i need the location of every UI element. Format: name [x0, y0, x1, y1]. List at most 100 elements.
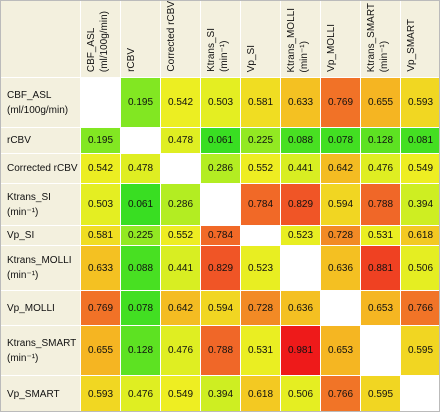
- value-cell: 0.581: [81, 226, 121, 246]
- value-cell: 0.788: [201, 326, 241, 376]
- column-header: Vp_MOLLI: [321, 1, 361, 78]
- column-header-line: Vp_MOLLI: [326, 24, 337, 72]
- column-header-line: Vp_SMART: [406, 19, 417, 72]
- column-header-text: Vp_MOLLI: [325, 24, 338, 72]
- value-cell: 0.078: [121, 291, 161, 326]
- row-header-line: Vp_SI: [7, 230, 35, 241]
- empty-cell: [401, 376, 439, 411]
- value-cell: 0.478: [161, 128, 201, 154]
- column-header-line: Ktrans_MOLLI: [286, 7, 297, 72]
- value-cell: 0.655: [361, 78, 401, 128]
- row-header-line: Ktrans_SMART: [7, 337, 77, 349]
- corner-cell: [1, 1, 81, 78]
- column-header-text: Ktrans_SI (min⁻¹): [205, 28, 231, 72]
- column-header: CBF_ASL (ml/100g/min): [81, 1, 121, 78]
- row-header: Corrected rCBV: [1, 154, 81, 184]
- column-header-line: rCBV: [126, 48, 137, 72]
- value-cell: 0.769: [81, 291, 121, 326]
- value-cell: 0.594: [201, 291, 241, 326]
- row-header-line: (min⁻¹): [7, 352, 39, 364]
- value-cell: 0.594: [321, 184, 361, 226]
- column-header-text: Ktrans_MOLLI (min⁻¹): [285, 8, 311, 72]
- row-header: Ktrans_SI (min⁻¹): [1, 184, 81, 226]
- column-header-text: Corrected rCBV: [165, 1, 178, 72]
- value-cell: 0.655: [81, 326, 121, 376]
- row-header-line: CBF_ASL: [7, 89, 52, 101]
- value-cell: 0.531: [241, 326, 281, 376]
- value-cell: 0.552: [241, 154, 281, 184]
- value-cell: 0.394: [401, 184, 439, 226]
- row-header: CBF_ASL (ml/100g/min): [1, 78, 81, 128]
- value-cell: 0.225: [121, 226, 161, 246]
- row-header: Ktrans_SMART (min⁻¹): [1, 326, 81, 376]
- value-cell: 0.788: [361, 184, 401, 226]
- value-cell: 0.981: [281, 326, 321, 376]
- row-header: Vp_MOLLI: [1, 291, 81, 326]
- value-cell: 0.593: [401, 78, 439, 128]
- row-header: Ktrans_MOLLI (min⁻¹): [1, 246, 81, 291]
- value-cell: 0.784: [201, 226, 241, 246]
- column-header: Corrected rCBV: [161, 1, 201, 78]
- value-cell: 0.441: [281, 154, 321, 184]
- value-cell: 0.769: [321, 78, 361, 128]
- column-header-line: Ktrans_SMART: [366, 2, 377, 72]
- value-cell: 0.088: [281, 128, 321, 154]
- column-header-line: (ml/100g/min): [99, 10, 110, 72]
- value-cell: 0.506: [401, 246, 439, 291]
- column-header-line: CBF_ASL: [86, 27, 97, 72]
- value-cell: 0.081: [401, 128, 439, 154]
- empty-cell: [161, 154, 201, 184]
- column-header-text: rCBV: [125, 48, 138, 72]
- row-header-line: Vp_MOLLI: [7, 302, 55, 314]
- value-cell: 0.728: [321, 226, 361, 246]
- value-cell: 0.394: [201, 376, 241, 411]
- value-cell: 0.653: [361, 291, 401, 326]
- empty-cell: [321, 291, 361, 326]
- column-header: rCBV: [121, 1, 161, 78]
- value-cell: 0.581: [241, 78, 281, 128]
- value-cell: 0.078: [321, 128, 361, 154]
- value-cell: 0.881: [361, 246, 401, 291]
- value-cell: 0.195: [81, 128, 121, 154]
- empty-cell: [81, 78, 121, 128]
- column-header-line: (min⁻¹): [219, 40, 230, 72]
- value-cell: 0.633: [281, 78, 321, 128]
- value-cell: 0.503: [201, 78, 241, 128]
- column-header-text: Vp_SMART: [405, 19, 418, 72]
- column-header: Ktrans_MOLLI (min⁻¹): [281, 1, 321, 78]
- value-cell: 0.618: [401, 226, 439, 246]
- value-cell: 0.523: [241, 246, 281, 291]
- value-cell: 0.728: [241, 291, 281, 326]
- column-header-line: Vp_SI: [246, 44, 257, 72]
- row-header-line: Corrected rCBV: [7, 163, 78, 174]
- column-header: Ktrans_SMART (min⁻¹): [361, 1, 401, 78]
- value-cell: 0.503: [81, 184, 121, 226]
- value-cell: 0.595: [401, 326, 439, 376]
- row-header-line: (min⁻¹): [7, 270, 39, 281]
- value-cell: 0.829: [201, 246, 241, 291]
- value-cell: 0.653: [321, 326, 361, 376]
- column-header: Vp_SI: [241, 1, 281, 78]
- column-header-text: Vp_SI: [245, 45, 258, 72]
- column-header: Ktrans_SI (min⁻¹): [201, 1, 241, 78]
- value-cell: 0.225: [241, 128, 281, 154]
- row-header-line: Ktrans_SI: [7, 191, 51, 203]
- value-cell: 0.784: [241, 184, 281, 226]
- column-header-line: Ktrans_SI: [206, 28, 217, 72]
- value-cell: 0.476: [361, 154, 401, 184]
- value-cell: 0.549: [161, 376, 201, 411]
- column-header-line: (min⁻¹): [379, 40, 390, 72]
- value-cell: 0.595: [361, 376, 401, 411]
- value-cell: 0.478: [121, 154, 161, 184]
- value-cell: 0.549: [401, 154, 439, 184]
- value-cell: 0.476: [121, 376, 161, 411]
- value-cell: 0.636: [321, 246, 361, 291]
- value-cell: 0.618: [241, 376, 281, 411]
- column-header-line: Corrected rCBV: [166, 1, 177, 72]
- value-cell: 0.061: [121, 184, 161, 226]
- value-cell: 0.441: [161, 246, 201, 291]
- row-header-line: rCBV: [7, 135, 31, 146]
- value-cell: 0.531: [361, 226, 401, 246]
- value-cell: 0.766: [321, 376, 361, 411]
